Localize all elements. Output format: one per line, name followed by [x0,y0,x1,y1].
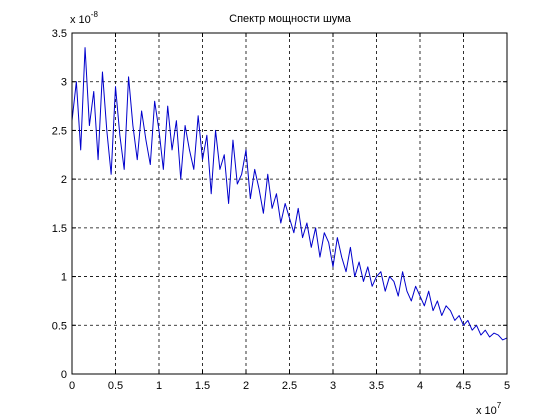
x-tick-label: 1 [156,380,162,392]
svg-text:x 10-8: x 10-8 [70,10,98,26]
x-tick-label: 3.5 [369,380,384,392]
x-exponent-label: x 107 [476,401,502,417]
chart-title: Спектр мощности шума [229,13,352,25]
series-line-0 [71,47,508,341]
y-tick-label: 0.5 [52,320,67,332]
x-tick-label: 4 [417,380,423,392]
y-tick-label: 1 [61,272,67,284]
svg-text:x 107: x 107 [476,401,502,417]
y-tick-label: 3 [61,77,67,89]
x-tick-label: 0.5 [108,380,123,392]
x-tick-label: 1.5 [195,380,210,392]
y-exponent: -8 [91,10,99,19]
x-tick-label: 4.5 [456,380,471,392]
y-tick-label: 2 [61,174,67,186]
x-tick-label: 3 [330,380,336,392]
x-tick-label: 2.5 [282,380,297,392]
x-multiplier: x 10 [476,405,497,417]
data-line-layer [71,47,508,341]
y-exponent-label: x 10-8 [70,10,98,26]
x-exponent: 7 [497,401,502,410]
axis-ticks: 0 0.5 1 1.5 2 2.5 3 3.5 4 4.5 5 0 0.5 1 1.5 2 2.5 3 3.5 [52,28,510,392]
x-tick-label: 0 [69,380,75,392]
x-tick-label: 5 [504,380,510,392]
y-tick-label: 2.5 [52,125,67,137]
y-tick-label: 1.5 [52,223,67,235]
grid-lines [72,33,507,374]
y-tick-label: 3.5 [52,28,67,40]
y-multiplier: x 10 [70,14,91,26]
x-tick-label: 2 [243,380,249,392]
y-tick-label: 0 [61,369,67,381]
